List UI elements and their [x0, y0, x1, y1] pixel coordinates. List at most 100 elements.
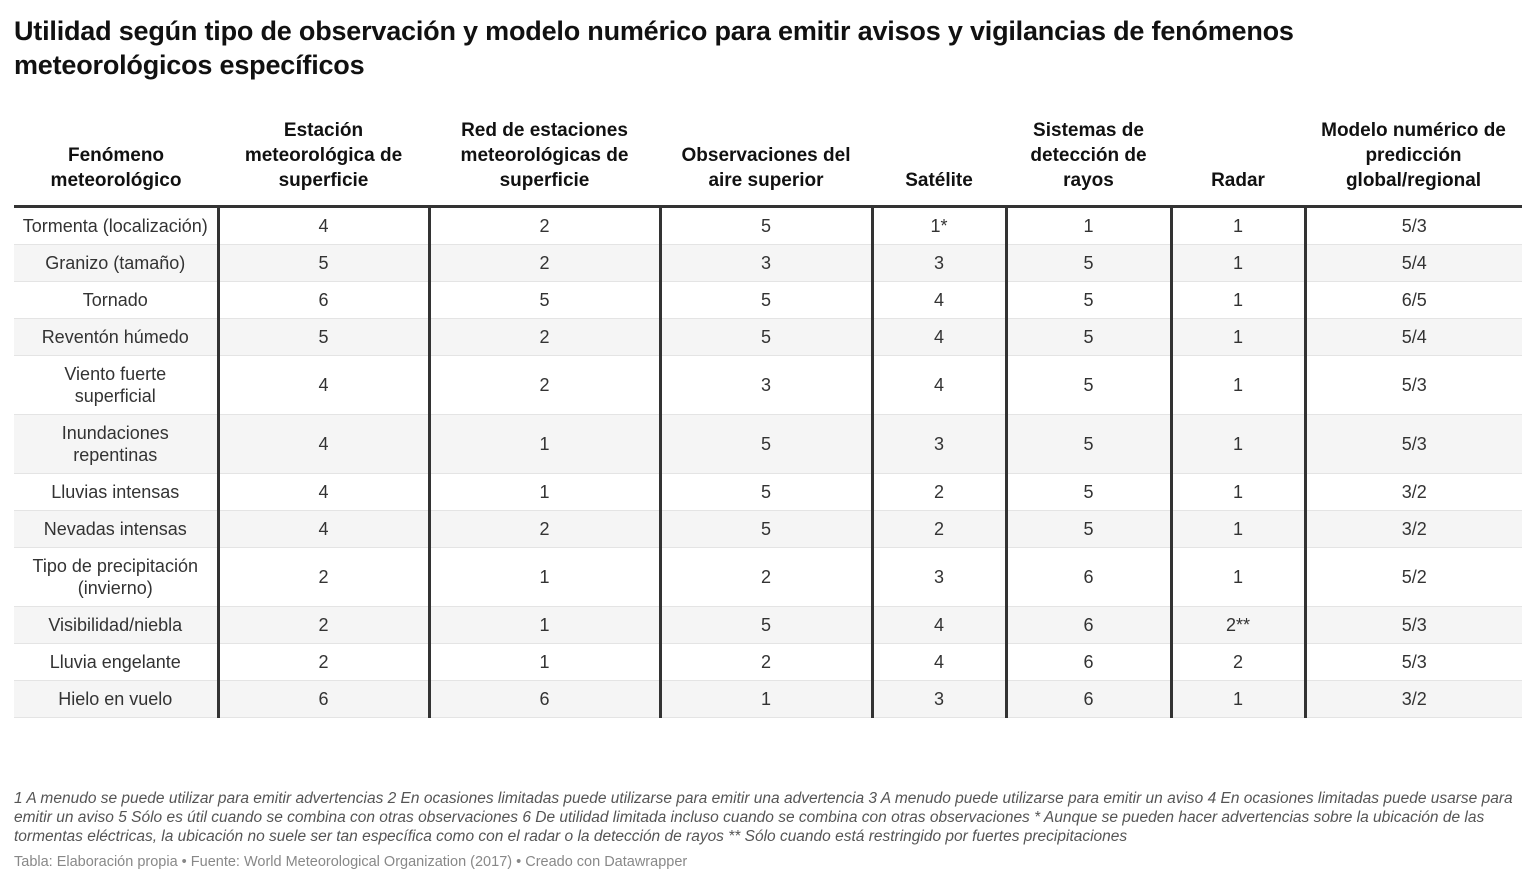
- value-cell: 1: [1171, 206, 1307, 245]
- value-cell: 1: [1171, 355, 1307, 415]
- value-cell: 3: [872, 547, 1008, 607]
- value-cell: 3/2: [1305, 510, 1522, 548]
- value-cell: 5/3: [1305, 206, 1522, 245]
- value-cell: 5/3: [1305, 643, 1522, 681]
- value-cell: 1: [429, 643, 662, 681]
- value-cell: 6: [218, 680, 431, 718]
- table-row: Tormenta (localización) 4 2 5 1* 1 1 5/3: [14, 206, 1522, 245]
- value-cell: 4: [218, 473, 431, 511]
- value-cell: 5: [660, 510, 874, 548]
- table-row: Hielo en vuelo 6 6 1 3 6 1 3/2: [14, 680, 1522, 718]
- value-cell: 1: [1171, 244, 1307, 282]
- value-cell: 5/4: [1305, 318, 1522, 356]
- value-cell: 3: [660, 355, 874, 415]
- value-cell: 3: [872, 680, 1008, 718]
- value-cell: 1: [1171, 414, 1307, 474]
- value-cell: 6: [1006, 606, 1173, 644]
- table-row: Nevadas intensas 4 2 5 2 5 1 3/2: [14, 510, 1522, 548]
- row-label-cell: Nevadas intensas: [14, 510, 220, 548]
- value-cell: 1: [429, 414, 662, 474]
- row-label-cell: Reventón húmedo: [14, 318, 220, 356]
- table-row: Inundaciones repentinas 4 1 5 3 5 1 5/3: [14, 414, 1522, 474]
- value-cell: 4: [872, 355, 1008, 415]
- value-cell: 1*: [872, 206, 1008, 245]
- table-footer: Tabla: Elaboración propia • Fuente: Worl…: [14, 854, 688, 870]
- value-cell: 5: [660, 281, 874, 319]
- column-header[interactable]: Fenómeno meteorológico: [14, 112, 218, 208]
- value-cell: 2: [429, 244, 662, 282]
- value-cell: 1: [1171, 680, 1307, 718]
- table-notes: 1 A menudo se puede utilizar para emitir…: [14, 790, 1513, 845]
- value-cell: 2: [429, 206, 662, 245]
- value-cell: 5: [660, 606, 874, 644]
- value-cell: 4: [218, 414, 431, 474]
- value-cell: 2: [1171, 643, 1307, 681]
- value-cell: 1: [429, 473, 662, 511]
- table-row: Lluvia engelante 2 1 2 4 6 2 5/3: [14, 643, 1522, 681]
- value-cell: 3/2: [1305, 473, 1522, 511]
- value-cell: 5: [1006, 510, 1173, 548]
- row-label-cell: Tornado: [14, 281, 220, 319]
- column-header[interactable]: Modelo numérico de predicción global/reg…: [1305, 112, 1522, 208]
- value-cell: 5/3: [1305, 606, 1522, 644]
- value-cell: 2: [429, 510, 662, 548]
- value-cell: 2: [218, 547, 431, 607]
- value-cell: 4: [872, 643, 1008, 681]
- header-row: Fenómeno meteorológico Estación meteoroló…: [14, 112, 1522, 208]
- row-label-cell: Lluvia engelante: [14, 643, 220, 681]
- column-header[interactable]: Sistemas de detección de rayos: [1006, 112, 1171, 208]
- value-cell: 2: [218, 643, 431, 681]
- value-cell: 2: [429, 355, 662, 415]
- value-cell: 1: [1006, 206, 1173, 245]
- value-cell: 5/3: [1305, 355, 1522, 415]
- row-label-cell: Hielo en vuelo: [14, 680, 220, 718]
- value-cell: 4: [218, 510, 431, 548]
- value-cell: 3: [872, 414, 1008, 474]
- value-cell: 2: [660, 643, 874, 681]
- data-table: Fenómeno meteorológico Estación meteoroló…: [14, 112, 1522, 718]
- row-label-cell: Lluvias intensas: [14, 473, 220, 511]
- value-cell: 5: [660, 414, 874, 474]
- value-cell: 4: [872, 281, 1008, 319]
- row-label-cell: Inundaciones repentinas: [14, 414, 220, 474]
- value-cell: 3: [872, 244, 1008, 282]
- value-cell: 1: [1171, 510, 1307, 548]
- column-header[interactable]: Satélite: [872, 112, 1006, 208]
- row-label-cell: Viento fuerte superficial: [14, 355, 220, 415]
- value-cell: 5: [660, 318, 874, 356]
- value-cell: 1: [660, 680, 874, 718]
- value-cell: 6: [1006, 680, 1173, 718]
- value-cell: 3/2: [1305, 680, 1522, 718]
- value-cell: 5: [218, 318, 431, 356]
- column-header[interactable]: Red de estaciones meteorológicas de supe…: [429, 112, 660, 208]
- value-cell: 2: [218, 606, 431, 644]
- table-row: Tornado 6 5 5 4 5 1 6/5: [14, 281, 1522, 319]
- value-cell: 1: [429, 606, 662, 644]
- value-cell: 5/2: [1305, 547, 1522, 607]
- value-cell: 5: [1006, 414, 1173, 474]
- value-cell: 2: [660, 547, 874, 607]
- table-row: Tipo de precipitación (invierno) 2 1 2 3 6 1 5/…: [14, 547, 1522, 607]
- table-row: Visibilidad/niebla 2 1 5 4 6 2** 5/3: [14, 606, 1522, 644]
- column-header[interactable]: Observaciones del aire superior: [660, 112, 872, 208]
- value-cell: 1: [1171, 318, 1307, 356]
- value-cell: 5: [1006, 355, 1173, 415]
- value-cell: 5: [1006, 473, 1173, 511]
- table-header: Fenómeno meteorológico Estación meteoroló…: [14, 112, 1522, 208]
- column-header[interactable]: Estación meteorológica de superficie: [218, 112, 429, 208]
- value-cell: 1: [1171, 281, 1307, 319]
- value-cell: 4: [218, 206, 431, 245]
- value-cell: 5: [660, 473, 874, 511]
- value-cell: 1: [1171, 473, 1307, 511]
- value-cell: 6: [218, 281, 431, 319]
- value-cell: 2**: [1171, 606, 1307, 644]
- value-cell: 2: [872, 473, 1008, 511]
- value-cell: 4: [872, 606, 1008, 644]
- table-row: Viento fuerte superficial 4 2 3 4 5 1 5/3: [14, 355, 1522, 415]
- column-header[interactable]: Radar: [1171, 112, 1305, 208]
- row-label-cell: Tipo de precipitación (invierno): [14, 547, 220, 607]
- value-cell: 5: [1006, 318, 1173, 356]
- table-body: Tormenta (localización) 4 2 5 1* 1 1 5/3 Granizo…: [14, 206, 1522, 718]
- value-cell: 5: [429, 281, 662, 319]
